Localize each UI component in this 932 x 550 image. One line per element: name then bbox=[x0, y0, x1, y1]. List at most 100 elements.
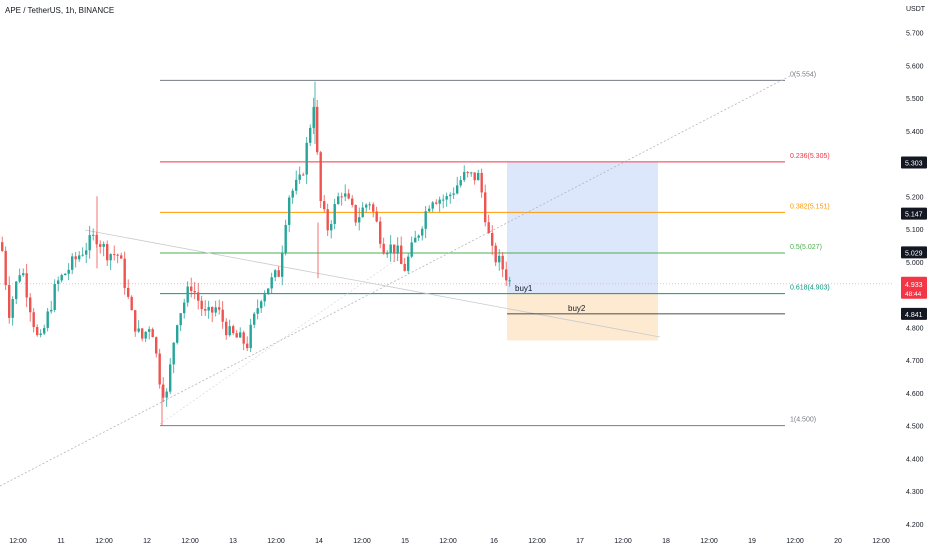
candle-body bbox=[179, 313, 182, 326]
candle-body bbox=[277, 270, 280, 277]
price-tag-2 bbox=[901, 246, 927, 259]
fib-label-2: 0.382(5.151) bbox=[790, 203, 830, 210]
candle-body bbox=[358, 217, 361, 223]
x-tick-label-14: 12:00 bbox=[614, 538, 632, 545]
bar-countdown: 48:44 bbox=[905, 291, 922, 298]
candle-body bbox=[39, 333, 42, 336]
x-tick-label-10: 12:00 bbox=[439, 538, 457, 545]
candle-body bbox=[396, 245, 399, 254]
candle-body bbox=[414, 237, 417, 243]
candle-body bbox=[221, 309, 224, 322]
candle-body bbox=[431, 202, 434, 209]
candle-body bbox=[15, 281, 18, 300]
candle-body bbox=[494, 245, 497, 263]
profit-zone bbox=[507, 162, 658, 294]
candle-body bbox=[445, 196, 448, 200]
candle-body bbox=[46, 311, 49, 328]
candle-body bbox=[382, 243, 385, 254]
trend-line-mid bbox=[159, 256, 401, 425]
candle-body bbox=[102, 244, 105, 247]
trend-lines bbox=[0, 75, 893, 487]
price-tag-3 bbox=[901, 307, 927, 320]
candle-body bbox=[368, 204, 371, 206]
fib-label-0: 0(5.554) bbox=[790, 71, 816, 78]
y-tick-label-13: 4.400 bbox=[906, 456, 924, 463]
fib-label-1: 0.236(5.305) bbox=[790, 153, 830, 160]
candle-body bbox=[498, 255, 501, 263]
candle-body bbox=[60, 275, 63, 281]
candle-body bbox=[477, 172, 480, 181]
x-tick-label-2: 12:00 bbox=[95, 538, 113, 545]
y-tick-label-5: 5.200 bbox=[906, 194, 924, 201]
trend-line-rising bbox=[0, 75, 791, 487]
candle-body bbox=[456, 185, 459, 194]
price-tag-0 bbox=[901, 156, 927, 169]
price-tag-label-1: 5.147 bbox=[905, 212, 923, 219]
candle-body bbox=[249, 324, 252, 349]
candle-body bbox=[291, 190, 294, 198]
candle-body bbox=[81, 254, 84, 256]
x-tick-label-6: 12:00 bbox=[267, 538, 285, 545]
candle-body bbox=[11, 299, 14, 318]
last-price-badge bbox=[901, 276, 927, 299]
candle-body bbox=[305, 142, 308, 175]
annotations: buy1 buy2 bbox=[507, 284, 785, 315]
candle-body bbox=[344, 193, 347, 197]
candle-body bbox=[298, 174, 301, 180]
candle-body bbox=[186, 286, 189, 303]
candle-body bbox=[400, 245, 403, 264]
candle-body bbox=[211, 307, 214, 313]
candle-body bbox=[18, 275, 21, 282]
candle-body bbox=[25, 273, 28, 298]
candle-body bbox=[190, 286, 193, 291]
candle-body bbox=[337, 196, 340, 205]
candle-body bbox=[232, 326, 235, 334]
candle-body bbox=[165, 391, 168, 398]
candle-body bbox=[354, 205, 357, 223]
candle-body bbox=[484, 192, 487, 223]
candle-body bbox=[218, 307, 221, 310]
candle-body bbox=[295, 179, 298, 191]
candle-body bbox=[372, 204, 375, 212]
buy1-label: buy1 bbox=[515, 284, 533, 293]
chart-title: APE / TetherUS, 1h, BINANCE bbox=[5, 6, 115, 15]
x-tick-label-11: 16 bbox=[490, 538, 498, 545]
candle-body bbox=[375, 211, 378, 222]
candle-body bbox=[74, 256, 77, 260]
y-tick-label-2: 5.500 bbox=[906, 96, 924, 103]
x-tick-label-7: 14 bbox=[315, 538, 323, 545]
candle-body bbox=[197, 292, 200, 301]
candle-body bbox=[410, 242, 413, 257]
candle-body bbox=[113, 254, 116, 256]
x-tick-label-17: 19 bbox=[748, 538, 756, 545]
candle-body bbox=[288, 197, 291, 225]
candle-body bbox=[253, 313, 256, 325]
candle-body bbox=[309, 127, 312, 143]
candle-body bbox=[260, 301, 263, 309]
candle-body bbox=[123, 258, 126, 288]
candle-body bbox=[459, 180, 462, 186]
y-tick-label-9: 4.800 bbox=[906, 325, 924, 332]
candle-body bbox=[330, 223, 333, 231]
candle-body bbox=[347, 193, 350, 199]
x-tick-label-3: 12 bbox=[143, 538, 151, 545]
last-price-value: 4.933 bbox=[905, 282, 923, 289]
candle-body bbox=[36, 327, 39, 336]
candle-body bbox=[169, 364, 172, 392]
x-tick-label-18: 12:00 bbox=[786, 538, 804, 545]
price-tag-label-0: 5.303 bbox=[905, 161, 923, 168]
candle-body bbox=[43, 327, 46, 334]
candle-body bbox=[463, 172, 466, 181]
candle-body bbox=[78, 255, 81, 260]
candle-body bbox=[417, 235, 420, 238]
x-tick-label-4: 12:00 bbox=[181, 538, 199, 545]
candle-body bbox=[386, 253, 389, 255]
y-tick-label-10: 4.700 bbox=[906, 358, 924, 365]
candle-body bbox=[141, 328, 144, 339]
candle-body bbox=[491, 233, 494, 246]
candle-body bbox=[130, 296, 133, 311]
candle-body bbox=[235, 333, 238, 338]
candle-body bbox=[274, 270, 277, 278]
candle-body bbox=[487, 222, 490, 234]
